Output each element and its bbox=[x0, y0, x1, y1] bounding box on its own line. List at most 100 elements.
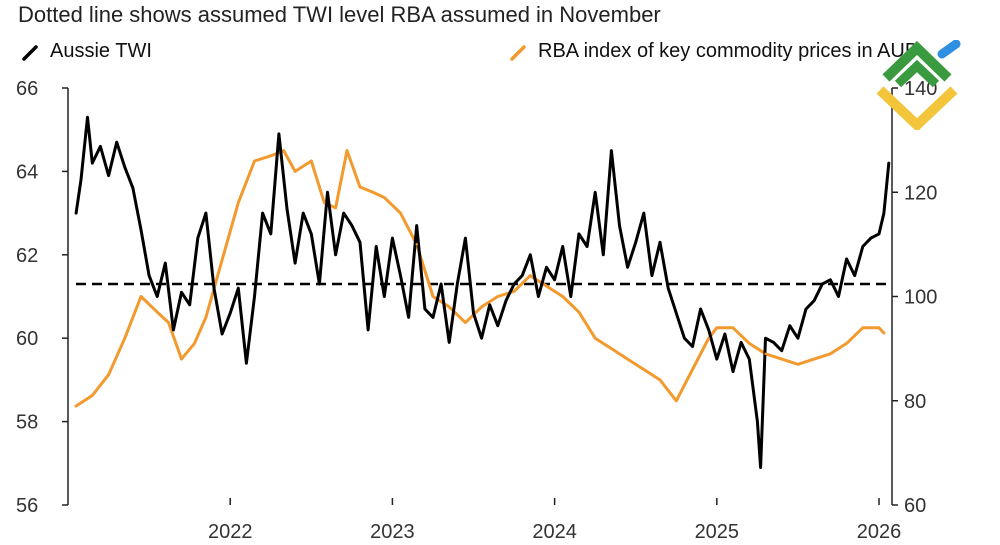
data-point-twi bbox=[447, 341, 451, 344]
data-point-twi bbox=[488, 303, 491, 307]
data-point-commodity bbox=[812, 357, 816, 361]
data-point-twi bbox=[237, 286, 240, 290]
data-point-twi bbox=[164, 261, 167, 265]
data-point-twi bbox=[74, 211, 78, 215]
legend-item-commodity: RBA index of key commodity prices in AUD bbox=[510, 40, 919, 63]
data-point-twi bbox=[399, 274, 402, 277]
data-point-twi bbox=[245, 362, 248, 365]
data-point-twi bbox=[553, 278, 556, 282]
data-point-commodity bbox=[253, 159, 256, 163]
data-point-twi bbox=[431, 316, 435, 319]
data-point-commodity bbox=[845, 342, 848, 345]
data-point-twi bbox=[675, 311, 678, 315]
data-point-twi bbox=[180, 291, 183, 294]
data-point-commodity bbox=[334, 206, 337, 210]
data-point-twi bbox=[253, 295, 256, 298]
chevron-logo-icon bbox=[876, 40, 961, 130]
data-point-commodity bbox=[626, 357, 629, 361]
data-point-twi bbox=[602, 253, 605, 256]
data-point-twi bbox=[480, 337, 483, 340]
data-point-commodity bbox=[748, 342, 751, 345]
data-point-commodity bbox=[829, 352, 832, 356]
data-point-twi bbox=[472, 311, 475, 315]
data-point-twi bbox=[764, 337, 767, 340]
data-point-commodity bbox=[447, 305, 451, 309]
data-point-twi bbox=[172, 328, 175, 332]
data-point-twi bbox=[139, 228, 143, 231]
data-point-commodity bbox=[269, 154, 272, 157]
series-line-commodity-index bbox=[74, 149, 886, 408]
data-point-twi bbox=[229, 311, 232, 315]
data-point-twi bbox=[374, 245, 378, 248]
data-point-commodity bbox=[193, 342, 196, 345]
data-point-commodity bbox=[74, 404, 78, 408]
data-point-twi bbox=[383, 295, 386, 298]
data-point-twi bbox=[610, 149, 613, 152]
data-point-twi bbox=[439, 282, 443, 286]
data-point-twi bbox=[342, 211, 345, 215]
data-point-twi bbox=[569, 295, 573, 298]
data-point-twi bbox=[618, 224, 621, 227]
data-point-commodity bbox=[796, 363, 800, 366]
series-line-aussie-twi bbox=[74, 115, 891, 469]
data-point-twi bbox=[115, 141, 118, 144]
data-point-twi bbox=[123, 166, 126, 169]
data-point-twi bbox=[853, 274, 856, 277]
x-tick-label: 2022 bbox=[208, 521, 253, 543]
chart-subtitle: Dotted line shows assumed TWI level RBA … bbox=[18, 2, 661, 27]
data-point-twi bbox=[131, 186, 135, 190]
data-point-commodity bbox=[282, 149, 285, 152]
x-tick-label: 2026 bbox=[857, 521, 902, 543]
x-tick-label: 2024 bbox=[532, 521, 577, 543]
data-point-twi bbox=[464, 236, 467, 240]
data-point-twi bbox=[845, 257, 848, 261]
right-tick-label: 60 bbox=[904, 495, 926, 517]
data-point-commodity bbox=[882, 331, 886, 335]
data-point-twi bbox=[788, 324, 792, 327]
data-point-twi bbox=[407, 316, 410, 319]
series-group bbox=[74, 115, 891, 469]
data-point-twi bbox=[626, 266, 629, 269]
data-point-twi bbox=[861, 245, 865, 248]
legend-swatch-commodity bbox=[510, 44, 526, 61]
data-point-twi bbox=[577, 232, 581, 236]
data-point-twi bbox=[504, 299, 508, 302]
data-point-twi bbox=[277, 132, 281, 136]
left-tick-label: 64 bbox=[16, 161, 38, 183]
data-point-twi bbox=[715, 357, 719, 361]
data-point-twi bbox=[318, 282, 321, 286]
data-point-commodity bbox=[237, 201, 240, 204]
data-point-twi bbox=[887, 161, 890, 165]
data-point-twi bbox=[666, 286, 670, 290]
data-point-commodity bbox=[204, 316, 208, 319]
data-point-commodity bbox=[529, 274, 532, 277]
data-point-commodity bbox=[691, 368, 694, 371]
data-point-twi bbox=[731, 370, 735, 373]
data-point-twi bbox=[585, 245, 589, 248]
data-point-twi bbox=[326, 191, 329, 194]
left-tick-label: 58 bbox=[16, 412, 38, 434]
data-point-twi bbox=[683, 337, 686, 340]
data-point-twi bbox=[350, 224, 354, 227]
data-point-twi bbox=[147, 274, 151, 277]
data-point-twi bbox=[796, 337, 800, 340]
data-point-twi bbox=[188, 303, 191, 307]
data-point-twi bbox=[837, 295, 840, 298]
data-point-commodity bbox=[431, 295, 435, 298]
left-tick-label: 56 bbox=[16, 495, 38, 517]
data-point-twi bbox=[699, 307, 702, 311]
left-tick-label: 66 bbox=[16, 78, 38, 100]
x-tick-label: 2025 bbox=[695, 521, 740, 543]
data-point-commodity bbox=[577, 310, 581, 314]
data-point-commodity bbox=[415, 243, 418, 246]
right-tick-label: 80 bbox=[904, 391, 926, 413]
data-point-commodity bbox=[180, 357, 183, 361]
legend-label-commodity: RBA index of key commodity prices in AUD bbox=[538, 40, 920, 62]
data-point-commodity bbox=[371, 191, 375, 194]
data-point-twi bbox=[634, 241, 637, 244]
data-point-twi bbox=[285, 207, 289, 211]
legend-label-twi: Aussie TWI bbox=[50, 40, 152, 62]
data-point-twi bbox=[391, 236, 394, 240]
data-point-twi bbox=[91, 161, 94, 165]
data-point-twi bbox=[821, 282, 824, 286]
